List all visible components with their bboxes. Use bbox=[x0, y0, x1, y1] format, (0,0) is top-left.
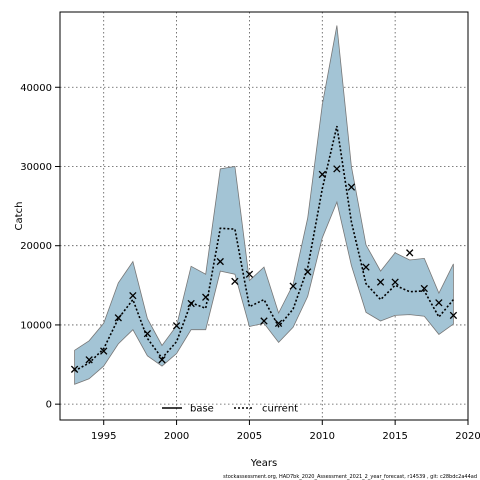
y-axis: 0 10000 20000 30000 40000 bbox=[20, 83, 60, 411]
y-tick-label: 10000 bbox=[20, 320, 52, 331]
series-lines bbox=[74, 125, 455, 372]
legend: base current bbox=[162, 404, 298, 415]
observation-point bbox=[420, 284, 428, 293]
x-tick-label: 2010 bbox=[310, 431, 335, 442]
observation-point bbox=[143, 329, 152, 338]
y-tick-label: 0 bbox=[46, 400, 52, 411]
y-tick-label: 40000 bbox=[20, 83, 52, 94]
series-line-current bbox=[74, 125, 455, 372]
observation-point bbox=[114, 314, 122, 322]
observation-point bbox=[245, 270, 254, 278]
observation-point bbox=[260, 317, 268, 325]
plot-frame bbox=[59, 11, 469, 421]
x-tick-label: 2000 bbox=[164, 431, 189, 442]
footnote: stockassessment.org, HAD7bk_2020_Assessm… bbox=[223, 474, 477, 480]
confidence-band bbox=[74, 25, 454, 385]
observation-point bbox=[449, 311, 458, 320]
x-axis: 1995 2000 2005 2010 2015 2020 bbox=[91, 420, 480, 442]
observation-point bbox=[376, 278, 385, 286]
observation-point bbox=[187, 299, 195, 308]
observation-point bbox=[435, 299, 443, 307]
observation-point bbox=[304, 268, 312, 276]
observation-point bbox=[362, 263, 370, 271]
observation-point bbox=[347, 183, 356, 191]
observation-point bbox=[85, 356, 93, 364]
y-tick-label: 20000 bbox=[20, 241, 52, 252]
observation-point bbox=[158, 356, 166, 364]
observation-point bbox=[274, 319, 283, 328]
observation-point bbox=[70, 365, 79, 373]
observation-point bbox=[172, 322, 181, 330]
observation-point bbox=[202, 293, 210, 301]
confidence-band-area bbox=[74, 25, 454, 385]
legend-label-base: base bbox=[190, 404, 214, 415]
x-tick-label: 2020 bbox=[455, 431, 480, 442]
legend-label-current: current bbox=[262, 404, 298, 415]
observation-point bbox=[289, 282, 297, 290]
x-tick-label: 1995 bbox=[91, 431, 116, 442]
observation-point bbox=[231, 277, 239, 286]
observation-point bbox=[100, 347, 108, 355]
observation-point bbox=[391, 278, 399, 286]
observation-point bbox=[333, 165, 341, 173]
x-tick-label: 2015 bbox=[382, 431, 407, 442]
observation-point bbox=[406, 249, 414, 257]
observation-point bbox=[318, 170, 326, 179]
y-axis-title: Catch bbox=[14, 202, 25, 231]
x-tick-label: 2005 bbox=[237, 431, 262, 442]
observation-points bbox=[70, 165, 458, 373]
observation-point bbox=[216, 257, 224, 266]
observation-point bbox=[129, 291, 137, 300]
y-tick-label: 30000 bbox=[20, 162, 52, 173]
x-axis-title: Years bbox=[250, 458, 277, 469]
